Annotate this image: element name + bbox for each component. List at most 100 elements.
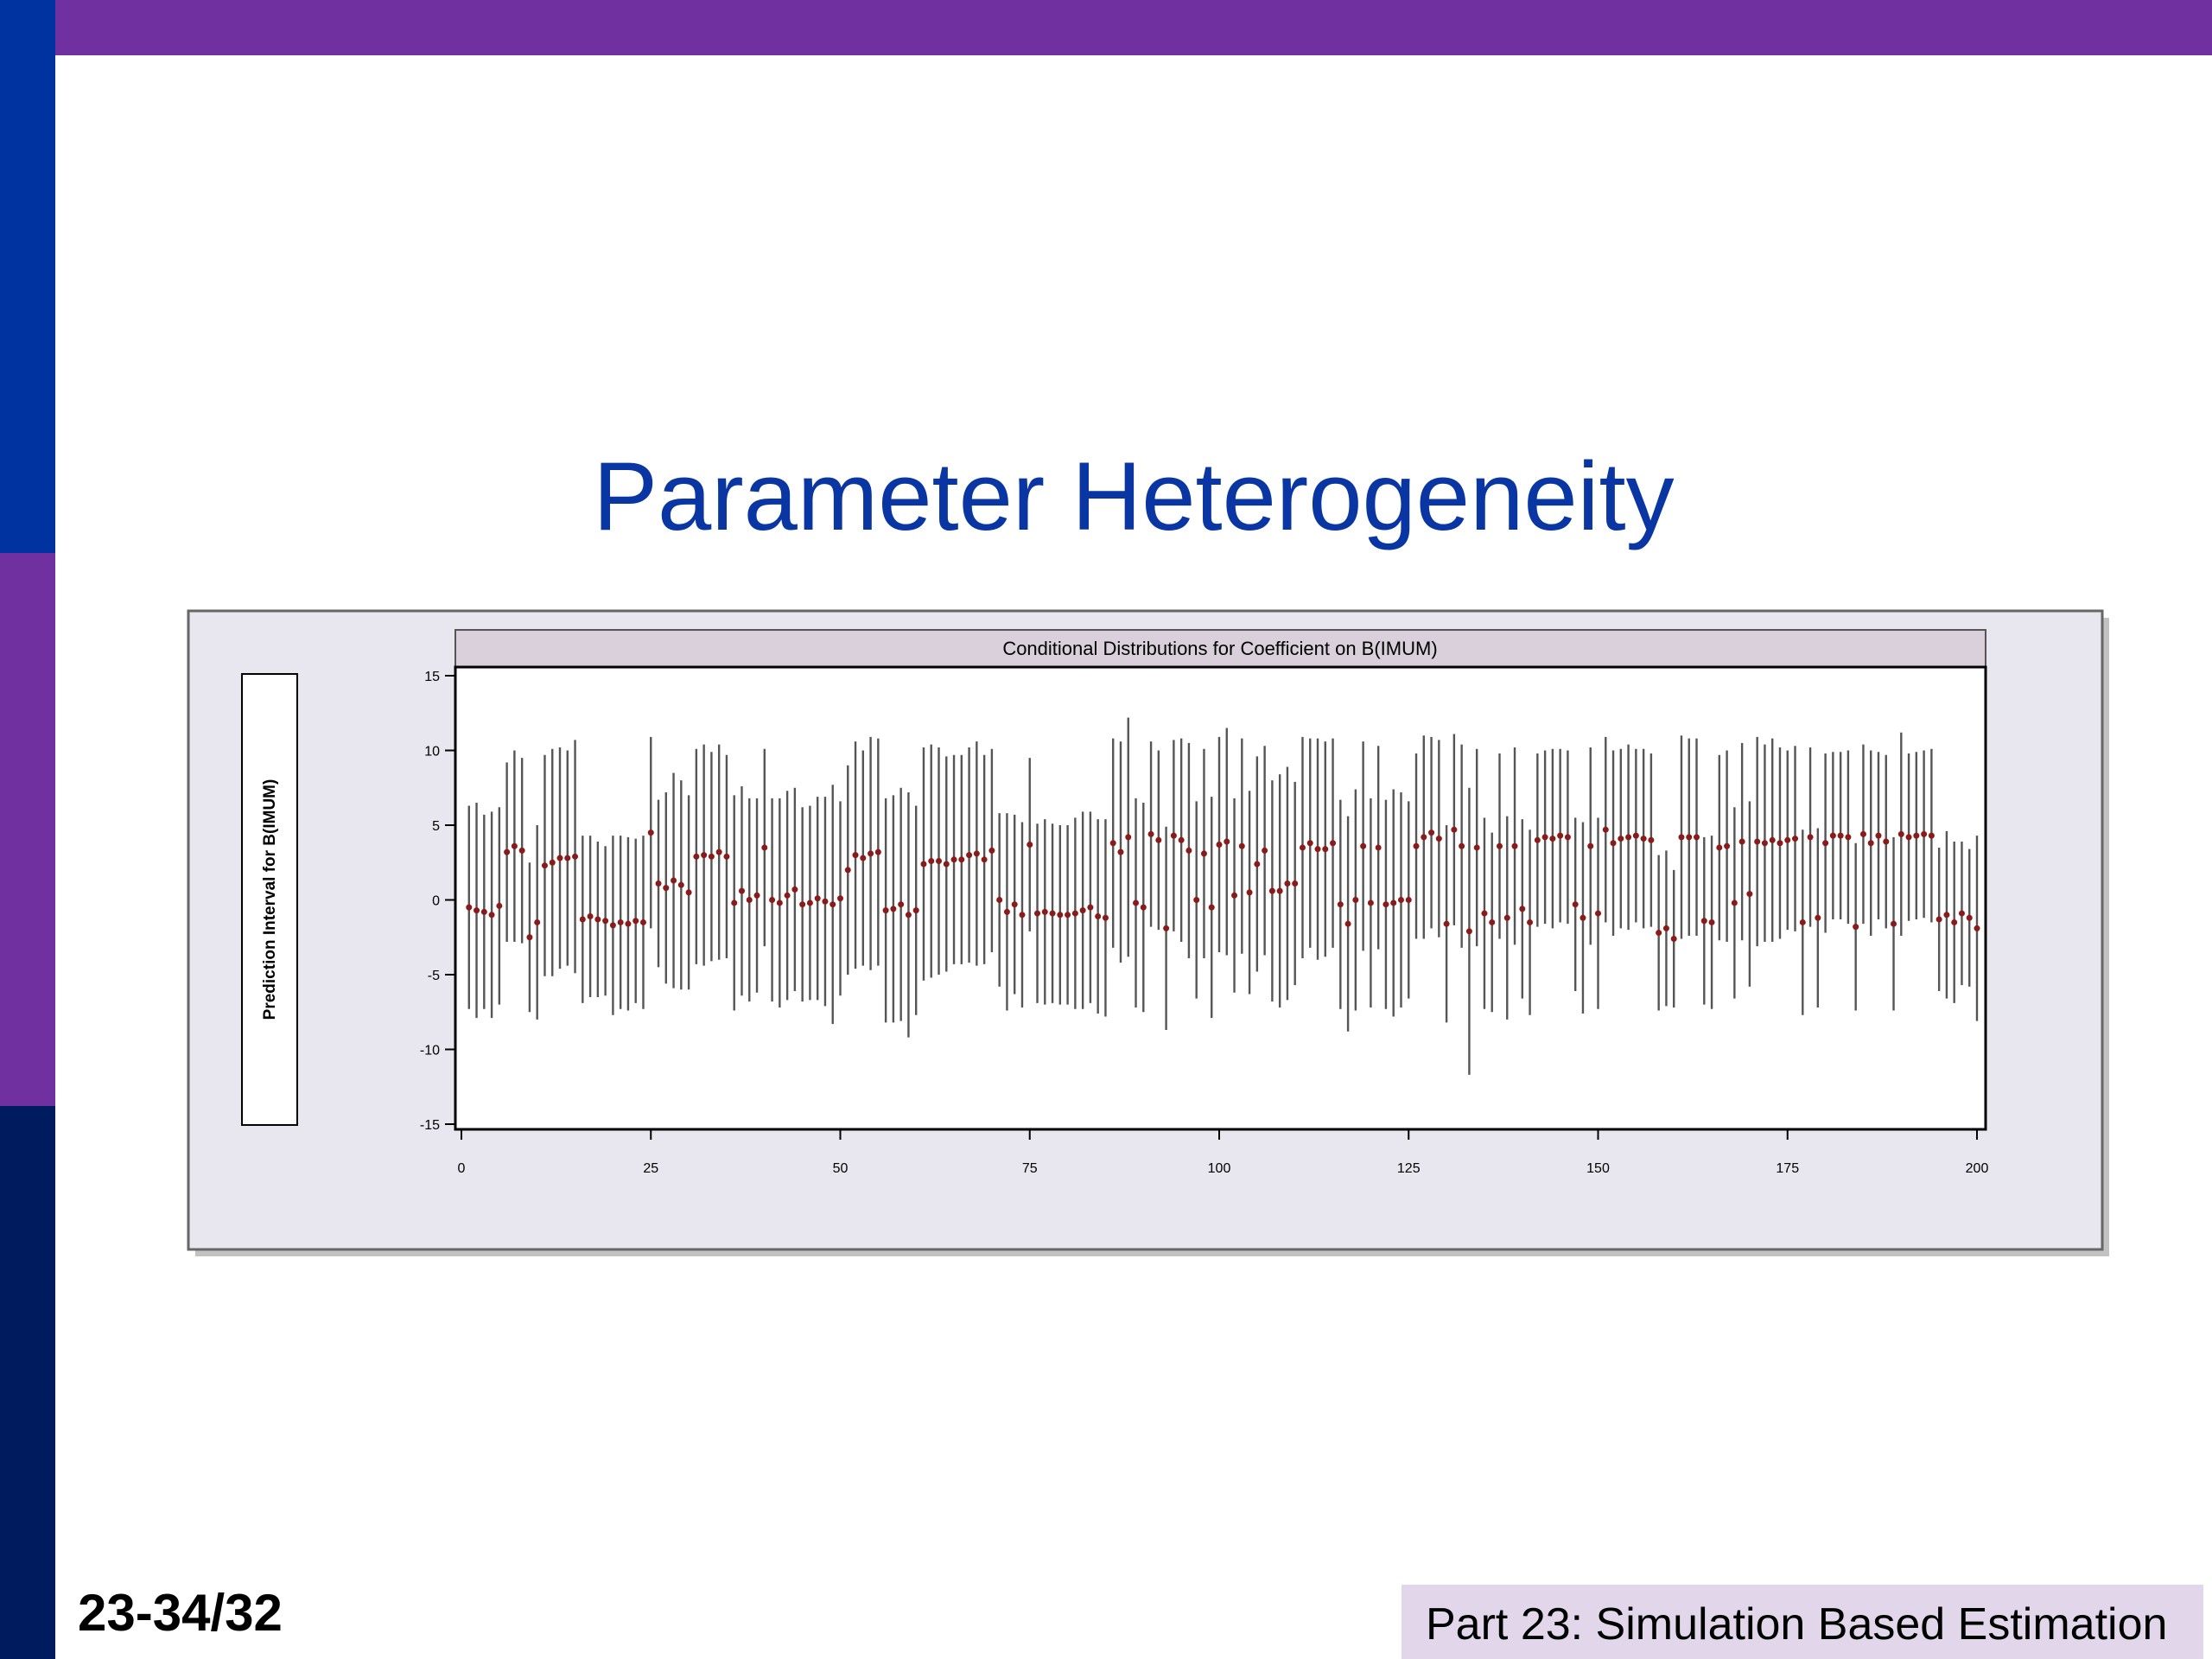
mean-point bbox=[663, 885, 670, 892]
mean-point bbox=[1936, 916, 1942, 923]
y-tick-label: 15 bbox=[424, 670, 440, 684]
mean-point bbox=[1102, 914, 1109, 921]
mean-point bbox=[1708, 918, 1715, 925]
mean-point bbox=[1632, 832, 1639, 839]
mean-point bbox=[1435, 836, 1442, 842]
mean-point bbox=[973, 850, 980, 857]
mean-point bbox=[1587, 842, 1594, 849]
mean-point bbox=[708, 853, 715, 860]
mean-point bbox=[844, 867, 851, 874]
mean-point bbox=[1231, 892, 1238, 899]
mean-point bbox=[791, 886, 798, 893]
mean-point bbox=[1656, 930, 1662, 937]
mean-point bbox=[1330, 840, 1337, 847]
slide-title: Parameter Heterogeneity bbox=[593, 442, 1675, 550]
y-tick-label: -15 bbox=[420, 1118, 440, 1133]
mean-point bbox=[1481, 910, 1488, 917]
y-tick-label: 10 bbox=[424, 745, 440, 760]
mean-point bbox=[1724, 842, 1731, 849]
mean-point bbox=[1057, 912, 1064, 918]
mean-point bbox=[1473, 844, 1480, 851]
x-tick-label: 150 bbox=[1586, 1161, 1610, 1176]
mean-point bbox=[1238, 842, 1245, 849]
mean-point bbox=[1246, 889, 1253, 896]
mean-point bbox=[518, 847, 525, 854]
mean-point bbox=[1943, 912, 1950, 918]
mean-point bbox=[526, 934, 533, 941]
mean-point bbox=[1891, 920, 1897, 927]
mean-point bbox=[912, 907, 919, 914]
mean-point bbox=[882, 907, 889, 914]
mean-point bbox=[693, 853, 700, 860]
mean-point bbox=[806, 899, 813, 906]
mean-point bbox=[1700, 918, 1707, 925]
mean-point bbox=[1974, 925, 1980, 931]
mean-point bbox=[677, 881, 684, 888]
mean-point bbox=[1625, 834, 1632, 841]
mean-point bbox=[943, 861, 950, 868]
mean-point bbox=[1079, 907, 1086, 914]
mean-point bbox=[572, 853, 579, 860]
mean-point bbox=[1140, 904, 1147, 911]
mean-point bbox=[1027, 841, 1033, 848]
x-tick-label: 100 bbox=[1208, 1161, 1231, 1176]
mean-point bbox=[579, 916, 586, 923]
mean-point bbox=[1375, 844, 1382, 851]
mean-point bbox=[1360, 842, 1367, 849]
side-bar bbox=[0, 1106, 55, 1659]
mean-point bbox=[1580, 914, 1586, 921]
mean-point bbox=[715, 849, 722, 855]
mean-point bbox=[617, 918, 624, 925]
mean-point bbox=[549, 859, 556, 866]
x-tick-label: 75 bbox=[1022, 1161, 1038, 1176]
mean-point bbox=[814, 895, 821, 902]
mean-point bbox=[761, 844, 768, 851]
x-tick-label: 0 bbox=[458, 1161, 466, 1176]
mean-point bbox=[496, 902, 503, 909]
mean-point bbox=[1557, 832, 1564, 839]
mean-point bbox=[852, 852, 859, 859]
mean-point bbox=[1397, 897, 1404, 903]
x-tick-label: 200 bbox=[1966, 1161, 1989, 1176]
mean-point bbox=[928, 858, 935, 865]
mean-point bbox=[1071, 910, 1078, 917]
y-tick-label: 0 bbox=[432, 894, 440, 909]
mean-point bbox=[1905, 834, 1912, 841]
y-tick-label: -10 bbox=[420, 1044, 440, 1058]
y-tick-label: -5 bbox=[428, 969, 440, 983]
mean-point bbox=[1686, 834, 1693, 841]
mean-point bbox=[1761, 840, 1768, 847]
mean-point bbox=[1337, 901, 1344, 908]
mean-point bbox=[799, 901, 806, 908]
mean-point bbox=[776, 899, 783, 906]
mean-point bbox=[950, 856, 957, 863]
mean-point bbox=[625, 920, 632, 927]
mean-point bbox=[1322, 846, 1329, 853]
mean-point bbox=[1465, 928, 1472, 935]
mean-point bbox=[1299, 844, 1306, 851]
mean-point bbox=[830, 901, 836, 908]
mean-point bbox=[1185, 847, 1192, 854]
mean-point bbox=[1382, 901, 1389, 908]
mean-point bbox=[1564, 834, 1571, 841]
mean-point bbox=[1511, 842, 1518, 849]
mean-point bbox=[1678, 834, 1685, 841]
mean-point bbox=[1065, 912, 1071, 918]
mean-point bbox=[1595, 910, 1601, 917]
mean-point bbox=[1897, 830, 1904, 837]
mean-point bbox=[511, 842, 518, 849]
mean-point bbox=[1019, 912, 1026, 918]
mean-point bbox=[966, 852, 973, 859]
mean-point bbox=[1731, 899, 1738, 906]
mean-point bbox=[746, 897, 753, 903]
plot-area bbox=[454, 665, 1987, 1131]
mean-point bbox=[738, 887, 745, 894]
x-tick-label: 50 bbox=[833, 1161, 849, 1176]
mean-point bbox=[936, 858, 943, 865]
mean-point bbox=[1883, 838, 1890, 845]
mean-point bbox=[1292, 880, 1299, 887]
mean-point bbox=[1966, 914, 1973, 921]
mean-point bbox=[1951, 918, 1958, 925]
mean-point bbox=[1193, 897, 1200, 903]
